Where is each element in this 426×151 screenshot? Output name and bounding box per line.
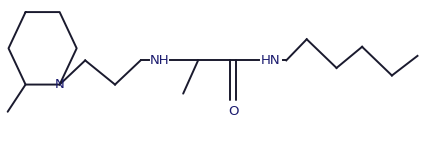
Text: NH: NH <box>150 54 170 67</box>
Text: HN: HN <box>261 54 280 67</box>
Text: O: O <box>228 105 238 118</box>
Text: N: N <box>55 78 64 91</box>
